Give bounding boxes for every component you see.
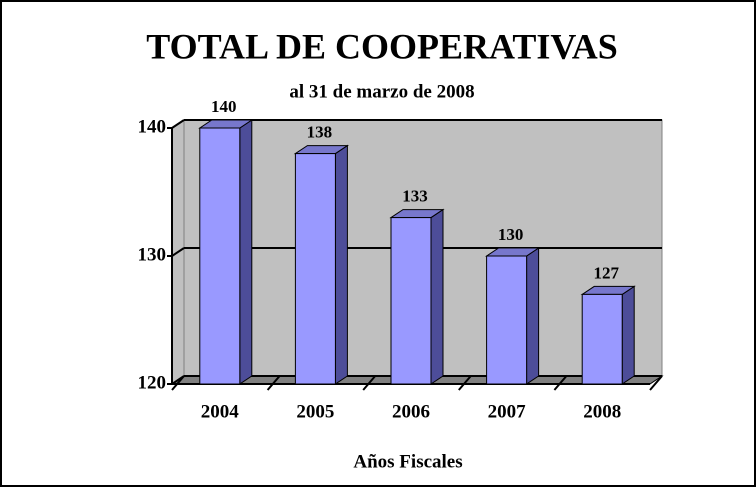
bar: [294, 153, 336, 385]
x-tick: [553, 375, 568, 391]
x-tick-label: 2008: [583, 401, 621, 422]
x-tick: [458, 375, 472, 391]
x-tick-label: 2005: [296, 401, 334, 422]
x-tick-label: 2004: [201, 401, 240, 422]
y-tick-label: 120: [138, 372, 167, 393]
grid-line-side: [171, 119, 185, 129]
x-tick-label: 2007: [488, 401, 527, 422]
x-tick: [649, 375, 663, 391]
x-tick: [171, 375, 185, 391]
data-label: 140: [211, 97, 237, 116]
x-tick: [266, 375, 281, 391]
chart-title: TOTAL DE COOPERATIVAS: [146, 26, 617, 66]
bar: [199, 127, 241, 385]
y-tick-label: 140: [138, 116, 167, 137]
data-label: 133: [402, 187, 428, 206]
bar-side: [526, 247, 540, 385]
bar-side: [334, 144, 348, 385]
grid-line-side: [171, 247, 185, 257]
chart-subtitle: al 31 de marzo de 2008: [289, 81, 474, 102]
x-axis-title: Años Fiscales: [353, 451, 462, 472]
data-label: 127: [593, 263, 619, 282]
x-tick: [362, 375, 376, 391]
y-tick-label: 130: [138, 244, 167, 265]
data-label: 138: [307, 123, 333, 142]
data-label: 130: [498, 225, 524, 244]
x-tick-label: 2006: [392, 401, 430, 422]
bar: [486, 255, 528, 385]
bar: [390, 217, 432, 385]
bar-side: [621, 285, 635, 385]
bar-side: [430, 208, 444, 385]
bar-side: [239, 119, 253, 385]
bar: [581, 293, 623, 385]
